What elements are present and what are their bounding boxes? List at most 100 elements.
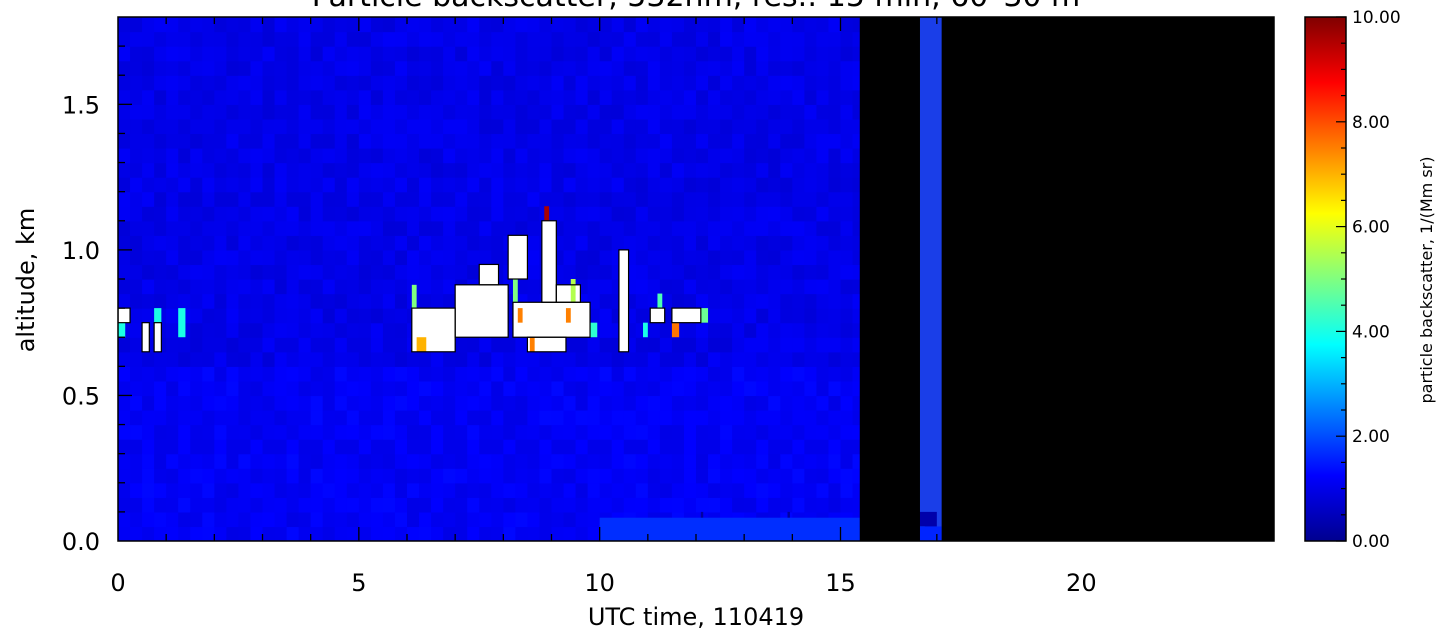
background-cell xyxy=(190,511,203,528)
background-cell xyxy=(274,468,288,484)
background-cell xyxy=(394,17,408,33)
background-cell xyxy=(720,46,733,62)
background-cell xyxy=(491,511,504,528)
background-cell xyxy=(130,89,143,105)
background-cell xyxy=(382,31,396,47)
background-cell xyxy=(479,511,492,528)
background-cell xyxy=(744,220,757,236)
background-cell xyxy=(768,148,781,164)
background-cell xyxy=(467,31,480,47)
background-cell xyxy=(286,351,300,367)
background-cell xyxy=(551,177,565,193)
background-cell xyxy=(720,482,733,498)
background-cell xyxy=(142,468,155,484)
background-cell xyxy=(166,148,179,164)
background-cell xyxy=(467,366,480,382)
background-cell xyxy=(840,31,854,47)
background-cell xyxy=(178,337,191,353)
background-cell xyxy=(840,279,854,295)
background-cell xyxy=(840,351,854,367)
background-cell xyxy=(527,366,541,382)
background-cell xyxy=(407,162,420,178)
background-cell xyxy=(792,395,805,411)
background-cell xyxy=(563,468,577,484)
background-cell xyxy=(382,395,396,411)
background-cell xyxy=(575,351,589,367)
background-cell xyxy=(515,511,529,528)
background-cell xyxy=(443,162,456,178)
background-cell xyxy=(683,468,697,484)
background-cell xyxy=(804,351,818,367)
background-cell xyxy=(238,206,252,222)
background-cell xyxy=(358,148,372,164)
background-cell xyxy=(539,46,553,62)
background-cell xyxy=(407,439,420,455)
background-cell xyxy=(118,497,131,513)
background-cell xyxy=(479,118,492,135)
background-cell xyxy=(804,206,818,222)
background-cell xyxy=(744,162,757,178)
background-cell xyxy=(286,293,300,309)
background-cell xyxy=(142,118,155,135)
background-cell xyxy=(202,75,215,91)
background-cell xyxy=(671,424,685,440)
background-cell xyxy=(780,133,793,149)
background-cell xyxy=(298,46,312,62)
background-cell xyxy=(732,279,745,295)
background-cell xyxy=(250,337,264,353)
background-cell xyxy=(816,279,830,295)
background-cell xyxy=(238,31,252,47)
background-cell xyxy=(394,104,408,120)
background-cell xyxy=(358,322,372,338)
background-cell xyxy=(286,133,300,149)
background-cell xyxy=(431,453,444,469)
background-cell xyxy=(443,526,456,541)
background-cell xyxy=(696,75,709,91)
background-cell xyxy=(274,380,288,397)
background-cell xyxy=(443,439,456,455)
background-cell xyxy=(250,104,264,120)
background-cell xyxy=(744,89,757,105)
background-cell xyxy=(238,249,252,266)
background-cell xyxy=(780,482,793,498)
background-cell xyxy=(334,191,348,207)
background-cell xyxy=(744,279,757,295)
background-cell xyxy=(370,395,384,411)
background-cell xyxy=(455,264,468,280)
background-cell xyxy=(166,395,179,411)
background-cell xyxy=(587,220,601,236)
background-cell xyxy=(804,410,818,426)
background-cell xyxy=(539,410,553,426)
background-cell xyxy=(431,60,444,76)
background-cell xyxy=(334,366,348,382)
background-cell xyxy=(647,177,661,193)
background-cell xyxy=(828,133,842,149)
background-cell xyxy=(226,308,240,324)
background-cell xyxy=(708,395,721,411)
background-cell xyxy=(720,453,733,469)
background-cell xyxy=(659,497,673,513)
background-cell xyxy=(431,279,444,295)
background-cell xyxy=(647,118,661,135)
background-cell xyxy=(226,410,240,426)
background-cell xyxy=(394,526,408,541)
colorbar-tick-label: 4.00 xyxy=(1352,322,1390,342)
background-cell xyxy=(696,89,709,105)
background-cell xyxy=(382,351,396,367)
background-cell xyxy=(503,453,516,469)
background-cell xyxy=(310,75,324,91)
background-cell xyxy=(262,17,276,33)
background-cell xyxy=(298,206,312,222)
background-cell xyxy=(226,293,240,309)
background-cell xyxy=(780,177,793,193)
background-cell xyxy=(720,293,733,309)
background-cell xyxy=(780,191,793,207)
background-cell xyxy=(346,89,360,105)
background-cell xyxy=(816,410,830,426)
background-cell xyxy=(828,366,842,382)
background-cell xyxy=(443,424,456,440)
background-cell xyxy=(539,133,553,149)
background-cell xyxy=(166,380,179,397)
background-cell xyxy=(816,453,830,469)
background-cell xyxy=(166,526,179,541)
